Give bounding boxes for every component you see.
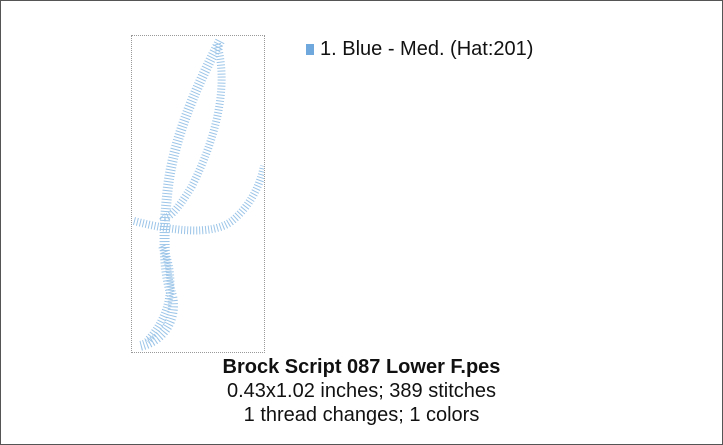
stitch-path: [138, 38, 225, 351]
thread-swatch: [306, 44, 314, 55]
design-size: 0.43x1.02 inches; 389 stitches: [226, 380, 497, 402]
thread-list: 1. Blue - Med. (Hat:201): [306, 38, 533, 61]
thread-label: 1. Blue - Med. (Hat:201): [320, 38, 534, 60]
stitch-path: [132, 165, 268, 235]
stitch-path: [159, 42, 226, 222]
thread-item: 1. Blue - Med. (Hat:201): [306, 38, 533, 61]
design-changes: 1 thread changes; 1 colors: [243, 404, 480, 426]
design-name: Brock Script 087 Lower F.pes: [222, 356, 501, 378]
design-preview: [131, 35, 268, 353]
stitch-drawing: [132, 38, 268, 351]
caption: Brock Script 087 Lower F.pes 0.43x1.02 i…: [1, 355, 722, 427]
